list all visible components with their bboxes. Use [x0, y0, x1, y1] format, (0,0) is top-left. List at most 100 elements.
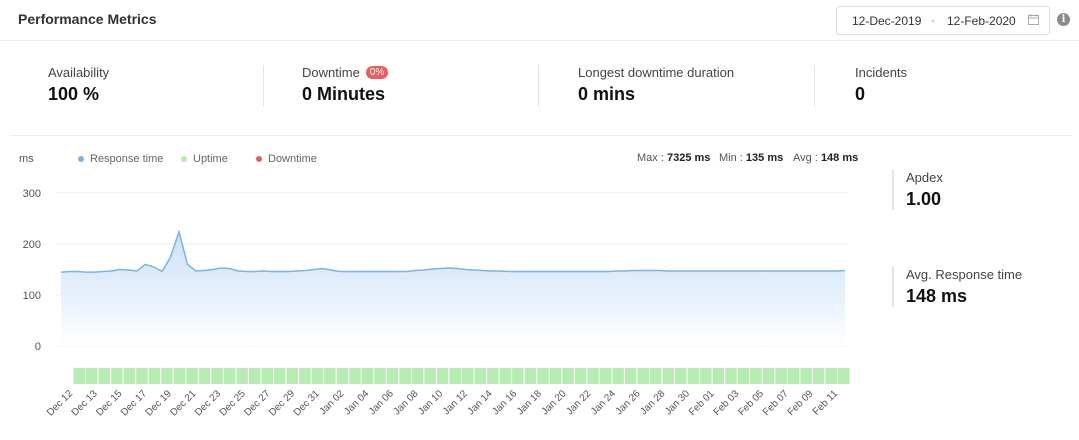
metric-label: Longest downtime duration — [578, 65, 735, 80]
uptime-block[interactable] — [98, 368, 111, 384]
uptime-block[interactable] — [624, 368, 637, 384]
x-tick-label: Jan 14 — [466, 388, 495, 417]
uptime-block[interactable] — [148, 368, 161, 384]
uptime-block[interactable] — [737, 368, 750, 384]
uptime-block[interactable] — [349, 368, 361, 384]
uptime-block[interactable] — [750, 368, 762, 384]
metric-label: Downtime 0% — [302, 65, 389, 80]
uptime-block[interactable] — [512, 368, 524, 384]
legend-uptime[interactable]: Uptime — [181, 153, 228, 165]
uptime-block[interactable] — [286, 368, 299, 384]
x-tick-label: Jan 26 — [614, 388, 643, 417]
uptime-block[interactable] — [612, 368, 624, 384]
uptime-block[interactable] — [675, 368, 687, 384]
uptime-block[interactable] — [399, 368, 411, 384]
uptime-block[interactable] — [73, 368, 86, 384]
uptime-block[interactable] — [549, 368, 562, 384]
uptime-block[interactable] — [474, 368, 487, 384]
uptime-block[interactable] — [800, 368, 812, 384]
stat-min: Min : 135 ms — [719, 152, 783, 164]
y-tick-label: 0 — [35, 341, 41, 353]
x-tick-label: Jan 30 — [663, 388, 692, 417]
apdex-card: Apdex 1.00 — [892, 170, 1076, 210]
uptime-block[interactable] — [123, 368, 136, 384]
info-icon[interactable]: i — [1057, 13, 1070, 26]
uptime-block[interactable] — [687, 368, 700, 384]
uptime-block[interactable] — [211, 368, 223, 384]
uptime-block[interactable] — [173, 368, 186, 384]
uptime-block[interactable] — [311, 368, 324, 384]
legend-response-time[interactable]: Response time — [78, 153, 163, 165]
uptime-block[interactable] — [449, 368, 462, 384]
uptime-block[interactable] — [223, 368, 236, 384]
uptime-block[interactable] — [700, 368, 712, 384]
uptime-block[interactable] — [236, 368, 248, 384]
x-tick-label: Feb 03 — [712, 388, 742, 418]
x-tick-label: Jan 16 — [490, 388, 519, 417]
x-tick-label: Jan 08 — [392, 388, 421, 417]
uptime-block[interactable] — [587, 368, 599, 384]
x-tick-label: Dec 27 — [242, 388, 272, 418]
uptime-block[interactable] — [336, 368, 349, 384]
uptime-block[interactable] — [725, 368, 737, 384]
metrics-summary: Availability 100 % Downtime 0% 0 Minutes … — [10, 51, 1072, 136]
legend-dot — [181, 156, 187, 162]
uptime-block[interactable] — [637, 368, 650, 384]
uptime-block[interactable] — [161, 368, 173, 384]
x-tick-label: Jan 12 — [441, 388, 470, 417]
x-tick-label: Dec 25 — [218, 388, 248, 418]
x-tick-label: Jan 02 — [318, 388, 347, 417]
uptime-block[interactable] — [499, 368, 512, 384]
x-tick-label: Dec 17 — [119, 388, 149, 418]
uptime-block[interactable] — [537, 368, 549, 384]
uptime-block[interactable] — [487, 368, 499, 384]
uptime-block[interactable] — [186, 368, 198, 384]
legend-downtime[interactable]: Downtime — [256, 153, 317, 165]
uptime-block[interactable] — [386, 368, 399, 384]
uptime-block[interactable] — [812, 368, 825, 384]
uptime-block[interactable] — [562, 368, 574, 384]
uptime-block[interactable] — [825, 368, 837, 384]
uptime-block[interactable] — [524, 368, 537, 384]
uptime-block[interactable] — [261, 368, 274, 384]
uptime-block[interactable] — [361, 368, 374, 384]
uptime-block[interactable] — [198, 368, 211, 384]
metric-longest-downtime: Longest downtime duration 0 mins — [578, 65, 734, 105]
metric-incidents: Incidents 0 — [855, 65, 907, 105]
stat-label: Min : — [719, 152, 743, 164]
uptime-block[interactable] — [436, 368, 449, 384]
uptime-block[interactable] — [662, 368, 675, 384]
uptime-block[interactable] — [599, 368, 612, 384]
uptime-block[interactable] — [838, 368, 850, 384]
uptime-block[interactable] — [411, 368, 424, 384]
x-tick-label: Jan 22 — [564, 388, 593, 417]
uptime-block[interactable] — [462, 368, 474, 384]
x-tick-label: Dec 21 — [168, 388, 198, 418]
date-end: 12-Feb-2020 — [947, 14, 1016, 28]
x-tick-label: Feb 05 — [736, 388, 766, 418]
uptime-block[interactable] — [324, 368, 336, 384]
metric-divider — [538, 65, 539, 107]
uptime-block[interactable] — [299, 368, 311, 384]
date-separator: - — [931, 13, 935, 27]
date-range-picker[interactable]: 12-Dec-2019 - 12-Feb-2020 — [836, 6, 1050, 35]
uptime-block[interactable] — [274, 368, 286, 384]
uptime-block[interactable] — [424, 368, 436, 384]
uptime-block[interactable] — [712, 368, 725, 384]
uptime-block[interactable] — [136, 368, 148, 384]
uptime-block[interactable] — [762, 368, 775, 384]
uptime-block[interactable] — [111, 368, 123, 384]
uptime-block[interactable] — [249, 368, 261, 384]
metric-downtime: Downtime 0% 0 Minutes — [302, 65, 389, 105]
uptime-block[interactable] — [374, 368, 386, 384]
uptime-block[interactable] — [775, 368, 787, 384]
x-tick-label: Dec 29 — [267, 388, 297, 418]
uptime-block[interactable] — [86, 368, 98, 384]
legend-label: Uptime — [193, 153, 228, 165]
uptime-block[interactable] — [650, 368, 662, 384]
uptime-block[interactable] — [787, 368, 800, 384]
x-tick-label: Dec 23 — [193, 388, 223, 418]
apdex-value: 1.00 — [906, 189, 942, 209]
metric-divider — [814, 65, 815, 107]
uptime-block[interactable] — [574, 368, 587, 384]
